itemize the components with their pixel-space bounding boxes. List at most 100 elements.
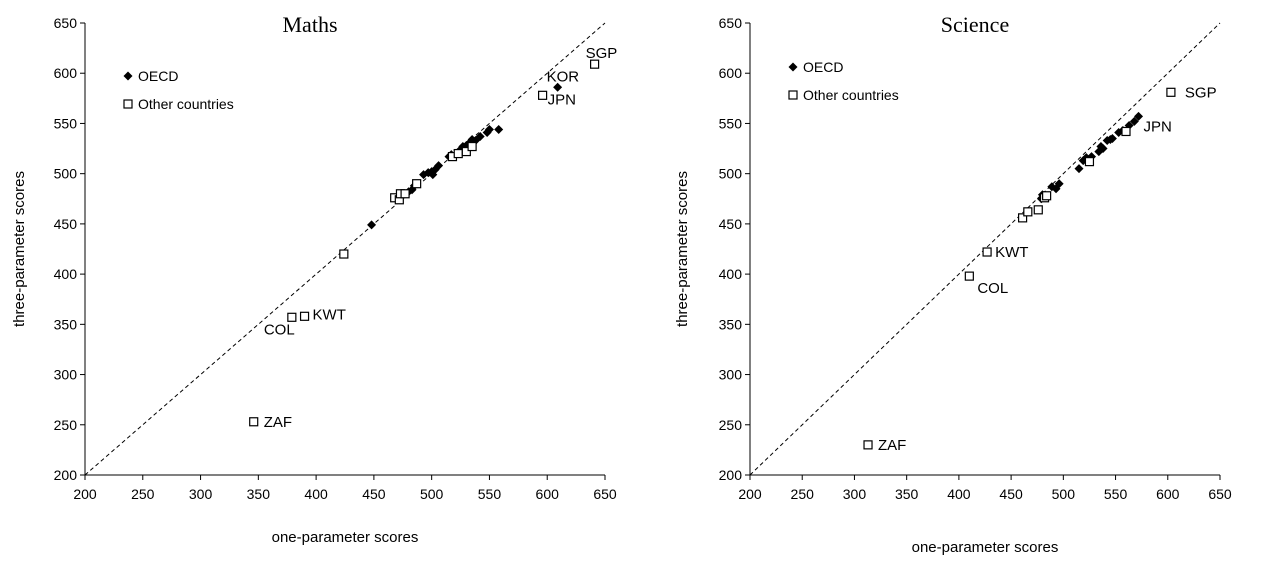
x-tick-label: 200 (738, 486, 762, 502)
legend-label-oecd: OECD (138, 68, 178, 84)
data-point-oecd (553, 82, 563, 92)
y-tick-label: 500 (54, 166, 78, 182)
x-tick-label: 400 (947, 486, 971, 502)
x-tick-label: 650 (1208, 486, 1232, 502)
reference-line (749, 22, 1221, 476)
data-point-other-countries (453, 148, 463, 159)
legend-marker-oecd (788, 62, 798, 72)
y-tick-label: 250 (54, 417, 78, 433)
x-tick-label: 200 (73, 486, 97, 502)
data-point-other-countries (461, 146, 471, 157)
data-point-oecd (494, 124, 504, 134)
y-tick-label: 600 (54, 65, 78, 81)
country-label-kor: KOR (547, 68, 580, 85)
country-label-kwt: KWT (313, 306, 346, 323)
data-point-oecd (434, 161, 444, 171)
science-panel: Science 200 250 300 350 400 450 500 550 600 650 200… (674, 12, 1232, 556)
country-label-sgp: SGP (586, 45, 618, 62)
data-point-other-countries (589, 59, 600, 69)
maths-panel: Maths 200 250 300 350 400 450 500 550 600 650 200 25… (11, 12, 617, 546)
legend-label-oecd: OECD (803, 59, 843, 75)
data-point-other-countries (1166, 87, 1176, 97)
x-tick-label: 500 (1052, 486, 1076, 502)
data-point-other-countries (412, 179, 422, 189)
x-tick-label: 550 (1104, 486, 1128, 502)
data-point-other-countries (287, 312, 297, 322)
x-tick-label: 600 (1156, 486, 1180, 502)
y-tick-label: 350 (54, 316, 78, 332)
country-label-kwt: KWT (995, 244, 1028, 261)
y-tick-label: 500 (719, 166, 743, 182)
x-tick-label: 350 (895, 486, 919, 502)
y-tick-label: 250 (719, 417, 743, 433)
country-label-zaf: ZAF (264, 414, 292, 431)
data-point-oecd (367, 220, 377, 230)
data-point-other-countries (467, 141, 477, 152)
x-axis-label: one-parameter scores (912, 539, 1059, 556)
data-point-other-countries (339, 249, 349, 259)
y-tick-label: 350 (719, 316, 743, 332)
y-tick-label: 300 (54, 367, 78, 383)
y-axis-label: three-parameter scores (674, 171, 691, 327)
legend-marker-other-countries (123, 99, 133, 109)
y-tick-label: 200 (719, 467, 743, 483)
y-tick-label: 300 (719, 367, 743, 383)
data-point-oecd (1107, 134, 1117, 144)
y-tick-label: 200 (54, 467, 78, 483)
x-tick-label: 600 (536, 486, 560, 502)
data-point-oecd (1134, 111, 1144, 121)
data-point-oecd (1098, 144, 1108, 154)
legend-marker-oecd (123, 71, 133, 81)
y-tick-label: 650 (719, 15, 743, 31)
country-label-jpn: JPN (548, 91, 576, 108)
y-tick-label: 650 (54, 15, 78, 31)
data-point-other-countries (1084, 157, 1095, 167)
x-tick-label: 300 (843, 486, 867, 502)
data-point-oecd (484, 124, 494, 134)
x-tick-label: 450 (362, 486, 386, 502)
data-point-other-countries (863, 440, 873, 450)
chart-title: Maths (283, 12, 338, 37)
data-point-other-countries (1033, 205, 1043, 215)
x-tick-label: 250 (791, 486, 815, 502)
data-point-other-countries (1017, 213, 1028, 223)
x-tick-label: 500 (420, 486, 444, 502)
data-point-other-countries (964, 271, 974, 281)
legend-label-other-countries: Other countries (138, 96, 234, 112)
data-point-other-countries (249, 417, 259, 427)
y-tick-label: 400 (719, 266, 743, 282)
y-tick-label: 600 (719, 65, 743, 81)
y-tick-label: 450 (54, 216, 78, 232)
y-tick-label: 400 (54, 266, 78, 282)
x-tick-label: 650 (593, 486, 617, 502)
country-label-jpn: JPN (1144, 118, 1172, 135)
legend: OECD Other countries (123, 68, 234, 112)
data-point-oecd (1054, 179, 1064, 189)
x-axis-label: one-parameter scores (272, 529, 419, 546)
data-point-oecd (1129, 116, 1139, 126)
reference-line (84, 22, 606, 476)
x-tick-label: 400 (304, 486, 328, 502)
x-tick-label: 250 (131, 486, 155, 502)
x-tick-label: 300 (189, 486, 213, 502)
country-label-col: COL (977, 280, 1008, 297)
legend: OECD Other countries (788, 59, 899, 103)
data-point-oecd (1124, 120, 1134, 130)
x-tick-label: 550 (478, 486, 502, 502)
data-point-oecd (1074, 164, 1084, 174)
data-point-other-countries (1121, 126, 1131, 137)
country-label-zaf: ZAF (878, 437, 906, 454)
legend-marker-other-countries (788, 90, 798, 100)
data-point-other-countries (400, 189, 410, 199)
y-tick-label: 450 (719, 216, 743, 232)
data-point-other-countries (299, 311, 310, 321)
legend-label-other-countries: Other countries (803, 87, 899, 103)
data-point-other-countries (1023, 207, 1033, 217)
x-tick-label: 450 (999, 486, 1023, 502)
data-point-other-countries (537, 90, 548, 100)
data-point-oecd (475, 132, 485, 142)
chart-title: Science (941, 12, 1009, 37)
country-label-sgp: SGP (1185, 84, 1217, 101)
y-tick-label: 550 (719, 115, 743, 131)
